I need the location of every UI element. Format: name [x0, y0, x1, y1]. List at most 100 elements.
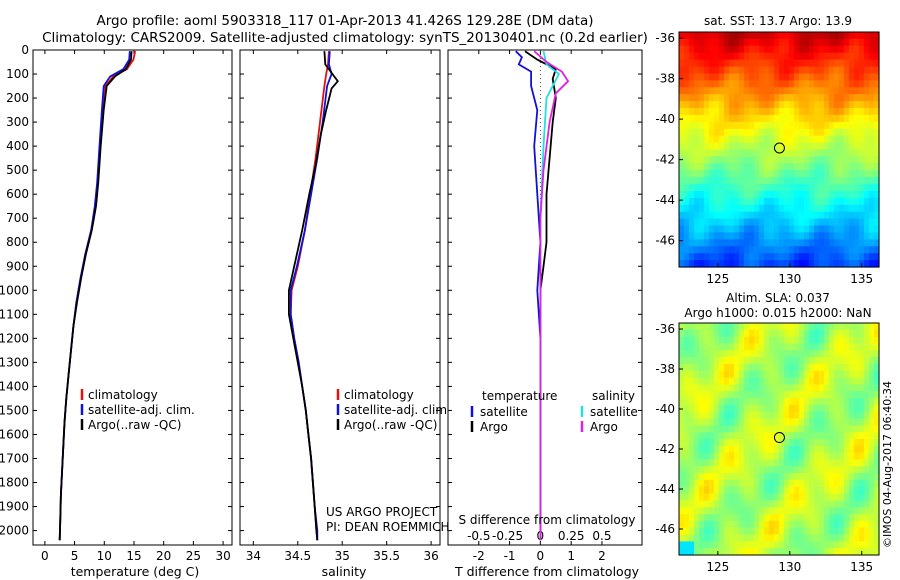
heatmap-cell: [789, 135, 795, 144]
heatmap-cell: [759, 177, 765, 185]
heatmap-cell: [729, 184, 735, 192]
heatmap-cell: [864, 425, 870, 433]
heatmap-cell: [839, 507, 845, 515]
heatmap-cell: [769, 191, 775, 199]
heatmap-cell: [764, 548, 770, 556]
heatmap-cell: [769, 225, 775, 233]
heatmap-cell: [779, 170, 785, 178]
heatmap-cell: [809, 336, 815, 344]
heatmap-cell: [739, 507, 745, 515]
heatmap-cell: [804, 486, 810, 495]
heatmap-cell: [724, 73, 730, 81]
heatmap-cell: [824, 520, 830, 529]
heatmap-cell: [764, 246, 770, 254]
heatmap-cell: [834, 500, 840, 508]
heatmap-cell: [729, 500, 735, 508]
heatmap-cell: [749, 329, 755, 338]
heatmap-cell: [824, 170, 830, 178]
heatmap-cell: [869, 514, 875, 522]
heatmap-cell: [754, 418, 760, 426]
heatmap-cell: [854, 398, 860, 406]
heatmap-cell: [854, 94, 860, 102]
heatmap-cell: [759, 377, 765, 385]
heatmap-cell: [744, 534, 750, 542]
heatmap-cell: [824, 121, 830, 130]
heatmap-cell: [874, 452, 880, 460]
heatmap-cell: [699, 170, 705, 178]
heatmap-cell: [724, 432, 730, 440]
heatmap-cell: [759, 52, 765, 61]
heatmap-cell: [804, 377, 810, 385]
heatmap-cell: [809, 184, 815, 192]
heatmap-cell: [734, 32, 740, 40]
heatmap-cell: [814, 260, 820, 268]
heatmap-cell: [824, 45, 830, 54]
heatmap-cell: [679, 418, 685, 426]
heatmap-cell: [789, 232, 795, 240]
heatmap-cell: [849, 350, 855, 358]
heatmap-cell: [789, 514, 795, 522]
heatmap-cell: [729, 45, 735, 54]
heatmap-cell: [714, 411, 720, 420]
heatmap-cell: [719, 87, 725, 95]
heatmap-cell: [684, 45, 690, 54]
heatmap-cell: [709, 94, 715, 102]
legend-label: satellite-adj. clim.: [344, 403, 451, 417]
heatmap-cell: [714, 439, 720, 447]
heatmap-cell: [839, 527, 845, 536]
heatmap-cell: [864, 184, 870, 192]
heatmap-cell: [849, 548, 855, 556]
heatmap-cell: [834, 114, 840, 123]
heatmap-cell: [829, 411, 835, 420]
heatmap-cell: [829, 101, 835, 109]
heatmap-cell: [749, 343, 755, 351]
heatmap-cell: [744, 336, 750, 344]
heatmap-cell: [779, 479, 785, 488]
heatmap-cell: [824, 391, 830, 399]
heatmap-cell: [774, 142, 780, 151]
heatmap-cell: [754, 135, 760, 144]
heatmap-cell: [819, 114, 825, 123]
heatmap-cell: [764, 101, 770, 109]
heatmap-cell: [804, 94, 810, 102]
heatmap-cell: [844, 336, 850, 344]
heatmap-cell: [744, 114, 750, 123]
heatmap-cell: [744, 108, 750, 116]
plot-frame: [32, 49, 233, 546]
heatmap-cell: [814, 363, 820, 372]
heatmap-cell: [709, 253, 715, 261]
x-tick-label: 0: [41, 549, 49, 563]
heatmap-cell: [804, 204, 810, 213]
heatmap-cell: [819, 459, 825, 467]
heatmap-cell: [819, 177, 825, 185]
heatmap-cell: [779, 411, 785, 420]
heatmap-cell: [814, 336, 820, 344]
heatmap-cell: [839, 384, 845, 392]
heatmap-cell: [704, 66, 710, 75]
heatmap-cell: [699, 514, 705, 522]
heatmap-cell: [854, 432, 860, 440]
heatmap-cell: [764, 350, 770, 358]
heatmap-cell: [789, 329, 795, 338]
heatmap-cell: [724, 466, 730, 474]
heatmap-cell: [704, 473, 710, 481]
heatmap-cell: [789, 439, 795, 447]
heatmap-cell: [804, 323, 810, 331]
heatmap-cell: [859, 197, 865, 206]
heatmap-cell: [859, 527, 865, 536]
heatmap-cell: [799, 218, 805, 227]
heatmap-cell: [854, 80, 860, 88]
heatmap-cell: [754, 32, 760, 40]
heatmap-cell: [724, 135, 730, 144]
heatmap-cell: [774, 343, 780, 351]
heatmap-cell: [794, 59, 800, 68]
heatmap-cell: [784, 459, 790, 467]
heatmap-cell: [744, 45, 750, 54]
heatmap-cell: [769, 52, 775, 61]
heatmap-cell: [809, 500, 815, 508]
heatmap-cell: [849, 87, 855, 95]
heatmap-cell: [734, 80, 740, 88]
heatmap-cell: [854, 527, 860, 536]
heatmap-cell: [784, 363, 790, 372]
heatmap-cell: [734, 384, 740, 392]
